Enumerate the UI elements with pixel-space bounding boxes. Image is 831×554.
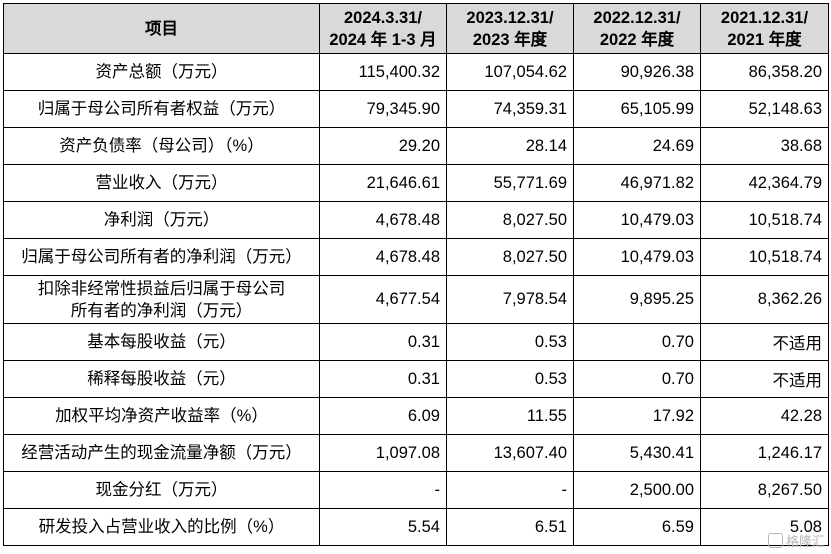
row-label: 稀释每股收益（元）: [3, 360, 320, 398]
header-item: 项目: [3, 3, 320, 54]
header-row: 项目 2024.3.31/ 2024 年 1-3 月 2023.12.31/ 2…: [3, 3, 829, 54]
row-value: 0.70: [573, 360, 701, 398]
row-value: 4,678.48: [319, 238, 447, 276]
row-value: 11.55: [446, 397, 574, 435]
row-value: 74,359.31: [446, 90, 574, 128]
table-row: 营业收入（万元） 21,646.61 55,771.69 46,971.82 42,36…: [3, 164, 829, 202]
table-row: 归属于母公司所有者的净利润（万元） 4,678.48 8,027.50 10,479.…: [3, 238, 829, 276]
table-row: 扣除非经常性损益后归属于母公司 所有者的净利润（万元） 4,677.54 7,978.…: [3, 275, 829, 324]
row-value: 9,895.25: [573, 275, 701, 324]
row-value: 0.70: [573, 323, 701, 361]
row-value: 6.51: [446, 508, 574, 546]
row-value: 不适用: [700, 323, 829, 361]
row-value: 24.69: [573, 127, 701, 165]
row-value: 6.59: [573, 508, 701, 546]
row-value: 6.09: [319, 397, 447, 435]
watermark: 格隆汇: [767, 531, 825, 550]
row-value: 0.53: [446, 360, 574, 398]
row-value: 5.54: [319, 508, 447, 546]
row-value: 55,771.69: [446, 164, 574, 202]
row-label: 资产负债率（母公司）（%）: [3, 127, 320, 165]
row-value: 5,430.41: [573, 434, 701, 472]
row-value: 107,054.62: [446, 53, 574, 91]
row-value: 42,364.79: [700, 164, 829, 202]
table-row: 现金分红（万元） - -2,500.00 8,267.50: [3, 471, 829, 509]
row-value: 8,027.50: [446, 238, 574, 276]
row-label: 加权平均净资产收益率（%）: [3, 397, 320, 435]
table-row: 净利润（万元） 4,678.48 8,027.50 10,479.03 10,518.7…: [3, 201, 829, 239]
row-value: 0.31: [319, 360, 447, 398]
row-value: 0.31: [319, 323, 447, 361]
row-label: 归属于母公司所有者的净利润（万元）: [3, 238, 320, 276]
header-period-2021: 2021.12.31/ 2021 年度: [700, 3, 829, 54]
row-label: 资产总额（万元）: [3, 53, 320, 91]
row-value: 1,246.17: [700, 434, 829, 472]
row-value: 28.14: [446, 127, 574, 165]
row-label: 净利润（万元）: [3, 201, 320, 239]
row-value: 17.92: [573, 397, 701, 435]
row-value: 8,362.26: [700, 275, 829, 324]
row-value: 2,500.00: [573, 471, 701, 509]
watermark-text: 格隆汇: [785, 535, 825, 550]
row-label: 现金分红（万元）: [3, 471, 320, 509]
row-value: 8,267.50: [700, 471, 829, 509]
row-value: 46,971.82: [573, 164, 701, 202]
row-value: 10,479.03: [573, 238, 701, 276]
row-label: 基本每股收益（元）: [3, 323, 320, 361]
row-value: 8,027.50: [446, 201, 574, 239]
row-label: 经营活动产生的现金流量净额（万元）: [3, 434, 320, 472]
row-value: 不适用: [700, 360, 829, 398]
table-row: 经营活动产生的现金流量净额（万元） 1,097.08 13,607.40 5,430.…: [3, 434, 829, 472]
row-value: 42.28: [700, 397, 829, 435]
row-label: 归属于母公司所有者权益（万元）: [3, 90, 320, 128]
header-period-2022: 2022.12.31/ 2022 年度: [573, 3, 701, 54]
table-row: 加权平均净资产收益率（%） 6.09 11.55 17.92 42.28: [3, 397, 829, 435]
row-value: 0.53: [446, 323, 574, 361]
row-value: 86,358.20: [700, 53, 829, 91]
row-value: 10,518.74: [700, 238, 829, 276]
row-value: 115,400.32: [319, 53, 447, 91]
row-value: 1,097.08: [319, 434, 447, 472]
row-value: 21,646.61: [319, 164, 447, 202]
row-value: 7,978.54: [446, 275, 574, 324]
financial-data-table: 项目 2024.3.31/ 2024 年 1-3 月 2023.12.31/ 2…: [3, 3, 829, 546]
row-label: 营业收入（万元）: [3, 164, 320, 202]
gelonghui-logo-icon: [767, 533, 783, 548]
row-value: 65,105.99: [573, 90, 701, 128]
row-label: 扣除非经常性损益后归属于母公司 所有者的净利润（万元）: [3, 275, 320, 324]
row-value: 5.08: [700, 508, 829, 546]
row-value: 4,677.54: [319, 275, 447, 324]
table-row: 资产总额（万元） 115,400.32 107,054.62 90,926.38 86,…: [3, 53, 829, 91]
table-row: 基本每股收益（元） 0.31 0.53 0.70 不适用: [3, 323, 829, 361]
row-value: -: [319, 471, 447, 509]
row-value: 38.68: [700, 127, 829, 165]
header-period-2024q1: 2024.3.31/ 2024 年 1-3 月: [319, 3, 447, 54]
row-value: 52,148.63: [700, 90, 829, 128]
row-value: 4,678.48: [319, 201, 447, 239]
row-label: 研发投入占营业收入的比例（%）: [3, 508, 320, 546]
row-value: 90,926.38: [573, 53, 701, 91]
row-value: 10,518.74: [700, 201, 829, 239]
table-row: 稀释每股收益（元） 0.31 0.53 0.70 不适用: [3, 360, 829, 398]
row-value: 79,345.90: [319, 90, 447, 128]
row-value: 13,607.40: [446, 434, 574, 472]
row-value: 29.20: [319, 127, 447, 165]
header-period-2023: 2023.12.31/ 2023 年度: [446, 3, 574, 54]
table-row: 资产负债率（母公司）（%） 29.20 28.14 24.69 38.68: [3, 127, 829, 165]
row-value: -: [446, 471, 574, 509]
table-row: 归属于母公司所有者权益（万元） 79,345.90 74,359.31 65,105.…: [3, 90, 829, 128]
table-row: 研发投入占营业收入的比例（%） 5.54 6.51 6.59 5.08: [3, 508, 829, 546]
row-value: 10,479.03: [573, 201, 701, 239]
